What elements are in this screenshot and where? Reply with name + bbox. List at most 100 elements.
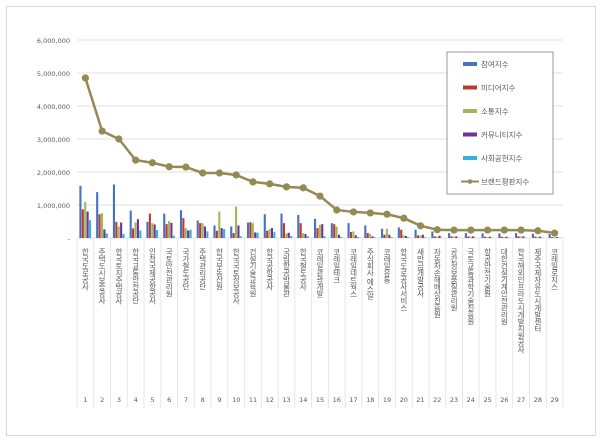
bar-커뮤니티지수 [86, 211, 89, 238]
bar-소통지수 [519, 236, 523, 238]
category-label: 항공안전기술원 [483, 248, 492, 298]
bar-미디어지수 [433, 236, 436, 238]
bar-소통지수 [486, 237, 489, 238]
line-point [551, 229, 559, 237]
bar-사회공헌지수 [407, 237, 410, 238]
category-label: 인천국제공항공사 [148, 247, 157, 306]
bar-사회공헌지수 [88, 220, 92, 238]
bar-사회공헌지수 [340, 237, 343, 238]
bar-소통지수 [285, 233, 288, 238]
category-label: 한국국토정보공사 [232, 248, 241, 306]
bar-소통지수 [235, 206, 238, 238]
bar-미디어지수 [249, 222, 252, 238]
bar-커뮤니티지수 [404, 236, 408, 238]
bar-참여지수 [96, 192, 99, 238]
bar-커뮤니티지수 [203, 226, 206, 238]
rank-label: 2 [100, 396, 104, 404]
bar-커뮤니티지수 [337, 234, 341, 238]
legend-label: 브랜드평판지수 [481, 177, 529, 187]
bar-소통지수 [385, 228, 388, 238]
bar-참여지수 [179, 210, 183, 238]
line-point [400, 214, 408, 222]
bar-미디어지수 [383, 234, 386, 238]
bar-미디어지수 [467, 236, 470, 238]
bar-참여지수 [163, 213, 166, 238]
bar-참여지수 [364, 225, 367, 238]
bar-소통지수 [268, 229, 271, 238]
y-tick-label: 3,000,000 [37, 136, 70, 144]
bar-참여지수 [112, 184, 115, 238]
legend-swatch [463, 62, 477, 66]
legend-marker [467, 179, 473, 184]
legend-label: 커뮤니티지수 [481, 131, 522, 140]
bar-미디어지수 [232, 233, 235, 238]
bar-소통지수 [134, 222, 137, 238]
bar-사회공헌지수 [390, 237, 393, 238]
bar-참여지수 [146, 221, 149, 238]
bar-소통지수 [419, 235, 422, 238]
bar-소통지수 [167, 221, 171, 238]
bar-미디어지수 [534, 236, 537, 238]
rank-label: 21 [416, 396, 424, 404]
bar-참여지수 [515, 233, 518, 238]
bar-소통지수 [469, 236, 472, 238]
bar-사회공헌지수 [373, 237, 376, 238]
bar-미디어지수 [416, 235, 420, 238]
rank-label: 26 [500, 396, 508, 404]
y-tick-label: 1,000,000 [37, 202, 70, 210]
bar-소통지수 [553, 237, 556, 238]
rank-label: 20 [400, 396, 408, 404]
bar-커뮤니티지수 [354, 235, 357, 238]
rank-label: 1 [83, 396, 87, 404]
bar-사회공헌지수 [273, 232, 276, 238]
bar-미디어지수 [366, 233, 369, 238]
line-point [182, 163, 190, 171]
bar-참여지수 [498, 233, 501, 238]
rank-label: 28 [534, 396, 542, 404]
category-label: 코레일관광개발 [316, 248, 325, 298]
bar-참여지수 [129, 210, 132, 238]
bar-사회공헌지수 [306, 236, 309, 238]
bar-커뮤니티지수 [371, 236, 374, 238]
bar-참여지수 [280, 213, 283, 238]
line-point [416, 222, 425, 230]
bar-소통지수 [452, 236, 455, 238]
category-label: 한국공항공사 [265, 248, 274, 292]
legend-swatch [463, 132, 477, 137]
bar-참여지수 [79, 185, 82, 238]
rank-label: 10 [232, 396, 240, 404]
category-label: 한국해외인프라도시개발지원공사 [517, 248, 526, 355]
rank-label: 5 [150, 396, 154, 404]
line-point [333, 206, 341, 214]
category-label: 국가철도공단 [181, 248, 190, 291]
bar-소통지수 [117, 226, 120, 238]
category-label: 코레일네트웍스 [349, 248, 358, 297]
rank-label: 6 [167, 396, 171, 404]
y-tick-label: 6,000,000 [37, 37, 70, 45]
bar-커뮤니티지수 [153, 224, 156, 238]
category-label: 코레일테크 [332, 248, 341, 283]
category-label: 국토교통과학기술진흥원 [466, 248, 475, 326]
bar-사회공헌지수 [323, 236, 326, 238]
bar-커뮤니티지수 [488, 236, 491, 238]
rank-label: 22 [433, 396, 441, 404]
bar-미디어지수 [115, 221, 118, 238]
line-point [132, 156, 140, 164]
bar-소통지수 [251, 223, 254, 238]
bar-소통지수 [218, 211, 221, 238]
bar-사회공헌지수 [290, 236, 293, 238]
bar-참여지수 [230, 226, 233, 238]
rank-label: 17 [349, 396, 357, 404]
line-point [249, 178, 257, 186]
rank-label: 16 [333, 396, 341, 404]
category-label: 대한건설기계안전관리원 [500, 248, 509, 326]
bar-커뮤니티지수 [120, 222, 123, 238]
bar-미디어지수 [81, 209, 84, 238]
bar-커뮤니티지수 [103, 229, 106, 238]
bar-미디어지수 [98, 214, 101, 238]
bar-커뮤니티지수 [254, 232, 257, 238]
bar-커뮤니티지수 [555, 237, 558, 238]
line-point [433, 226, 441, 234]
bar-사회공헌지수 [172, 235, 175, 238]
bar-소통지수 [201, 223, 204, 238]
